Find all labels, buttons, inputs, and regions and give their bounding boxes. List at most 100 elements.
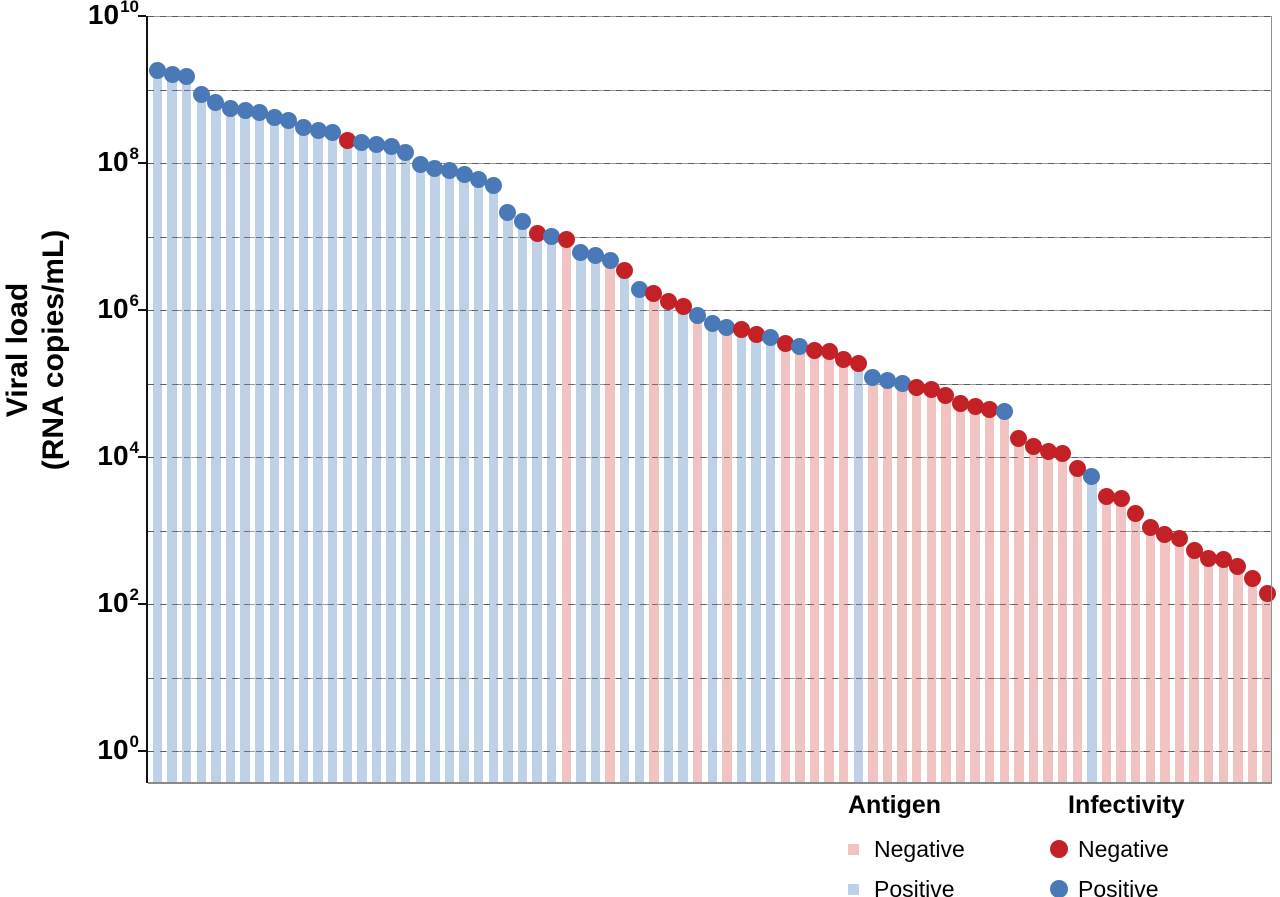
infectivity-dot [733, 321, 750, 339]
viral-load-bar [371, 144, 382, 783]
infectivity-dot [689, 306, 707, 324]
infectivity-dot [1083, 467, 1101, 485]
viral-load-bar [357, 142, 367, 783]
y-axis-tick [138, 15, 146, 17]
viral-load-bar [634, 289, 645, 783]
infectivity-dot [557, 231, 575, 249]
infectivity-dot [820, 343, 838, 361]
infectivity-dot [1171, 529, 1188, 547]
gridline-dash-overlay [148, 604, 1272, 605]
infectivity-dot [1098, 488, 1115, 505]
viral-load-bar [269, 117, 280, 783]
viral-load-bar [619, 270, 630, 783]
infectivity-dot [849, 354, 867, 372]
viral-load-bar [999, 411, 1010, 783]
viral-load-bar [1101, 496, 1112, 783]
infectivity-dot [484, 176, 502, 194]
y-axis-label-line2: (RNA copies/mL) [37, 229, 70, 471]
legend-antigen-negative-row: Negative [848, 829, 965, 869]
infectivity-dot [426, 159, 444, 177]
viral-load-bar [517, 221, 528, 783]
infectivity-dot [163, 65, 181, 83]
viral-load-bar [313, 130, 323, 783]
legend-antigen-positive-row: Positive [848, 869, 965, 897]
viral-load-bar [196, 94, 207, 783]
infectivity-dot [747, 326, 765, 344]
infectivity-dot [630, 281, 648, 298]
viral-load-bar [1174, 538, 1185, 783]
y-axis-tick [138, 309, 146, 311]
x-axis-baseline [148, 782, 1272, 784]
gridline-dash-overlay [148, 383, 1272, 385]
infectivity-dot [616, 261, 634, 279]
y-tick-label: 108 [97, 143, 139, 178]
viral-load-bar [546, 236, 557, 783]
viral-load-bar [1203, 558, 1214, 783]
infectivity-dot [893, 375, 911, 392]
y-tick-label: 1010 [87, 0, 139, 31]
gridline-dash-overlay [148, 530, 1272, 532]
viral-load-bar [882, 380, 893, 783]
infectivity-dot [368, 135, 385, 153]
antigen-negative-swatch [848, 843, 859, 855]
infectivity-dot [280, 111, 298, 129]
infectivity-dot [528, 224, 546, 242]
legend-infectivity-title: Infectivity [1068, 791, 1185, 819]
infectivity-dot [645, 284, 663, 302]
infectivity-dot [1141, 518, 1159, 536]
viral-load-bar [1028, 446, 1039, 783]
viral-load-bar [298, 127, 309, 783]
infectivity-dot [981, 401, 999, 419]
infectivity-dot [514, 212, 531, 230]
legend-antigen-negative-label: Negative [874, 835, 965, 862]
viral-load-bar [473, 179, 484, 783]
viral-load-bar [955, 403, 966, 783]
viral-load-bar [415, 164, 426, 783]
infectivity-dot [879, 371, 896, 389]
gridline-dash-overlay [148, 236, 1272, 238]
gridline-dash-overlay [148, 677, 1272, 679]
viral-load-bar [284, 120, 294, 783]
viral-load-bar [152, 70, 163, 783]
infectivity-dot [295, 119, 312, 137]
viral-load-bar [911, 387, 922, 783]
viral-load-bar [400, 152, 411, 783]
infectivity-dot [952, 394, 969, 412]
viral-load-bar [225, 108, 236, 783]
y-tick-label: 100 [97, 731, 139, 766]
viral-load-bar [488, 185, 499, 783]
infectivity-dot [1185, 541, 1203, 559]
infectivity-dot [1156, 526, 1174, 544]
infectivity-dot [309, 121, 327, 139]
infectivity-dot [236, 102, 254, 120]
viral-load-bar [926, 389, 937, 783]
infectivity-dot [470, 170, 488, 188]
viral-load-bar [678, 306, 688, 783]
infectivity-dot [776, 335, 794, 352]
y-axis-line [146, 16, 148, 783]
infectivity-dot [864, 369, 882, 387]
viral-load-bar [1145, 527, 1156, 783]
viral-load-bar [459, 174, 469, 783]
viral-load-bar [853, 363, 864, 783]
plot-right-border [1271, 16, 1272, 783]
viral-load-bar [1189, 550, 1199, 783]
viral-load-bar [240, 110, 250, 783]
viral-load-bar [780, 343, 791, 783]
infectivity-dot [1039, 442, 1057, 460]
viral-load-bar [605, 260, 615, 783]
viral-load-bar [765, 337, 776, 783]
antigen-positive-swatch [848, 883, 859, 895]
viral-load-bar [649, 293, 659, 783]
infectivity-dot [674, 298, 692, 316]
legend-antigen-title: Antigen [848, 791, 942, 819]
gridline-dash-overlay [148, 751, 1272, 752]
infectivity-dot [265, 109, 283, 127]
viral-load-bar [868, 377, 878, 783]
infectivity-dot [324, 123, 342, 141]
viral-load-bar [1087, 476, 1097, 783]
gridline-dash-overlay [148, 16, 1272, 17]
infectivity-dot [601, 252, 619, 270]
infectivity-negative-swatch [1050, 840, 1068, 858]
